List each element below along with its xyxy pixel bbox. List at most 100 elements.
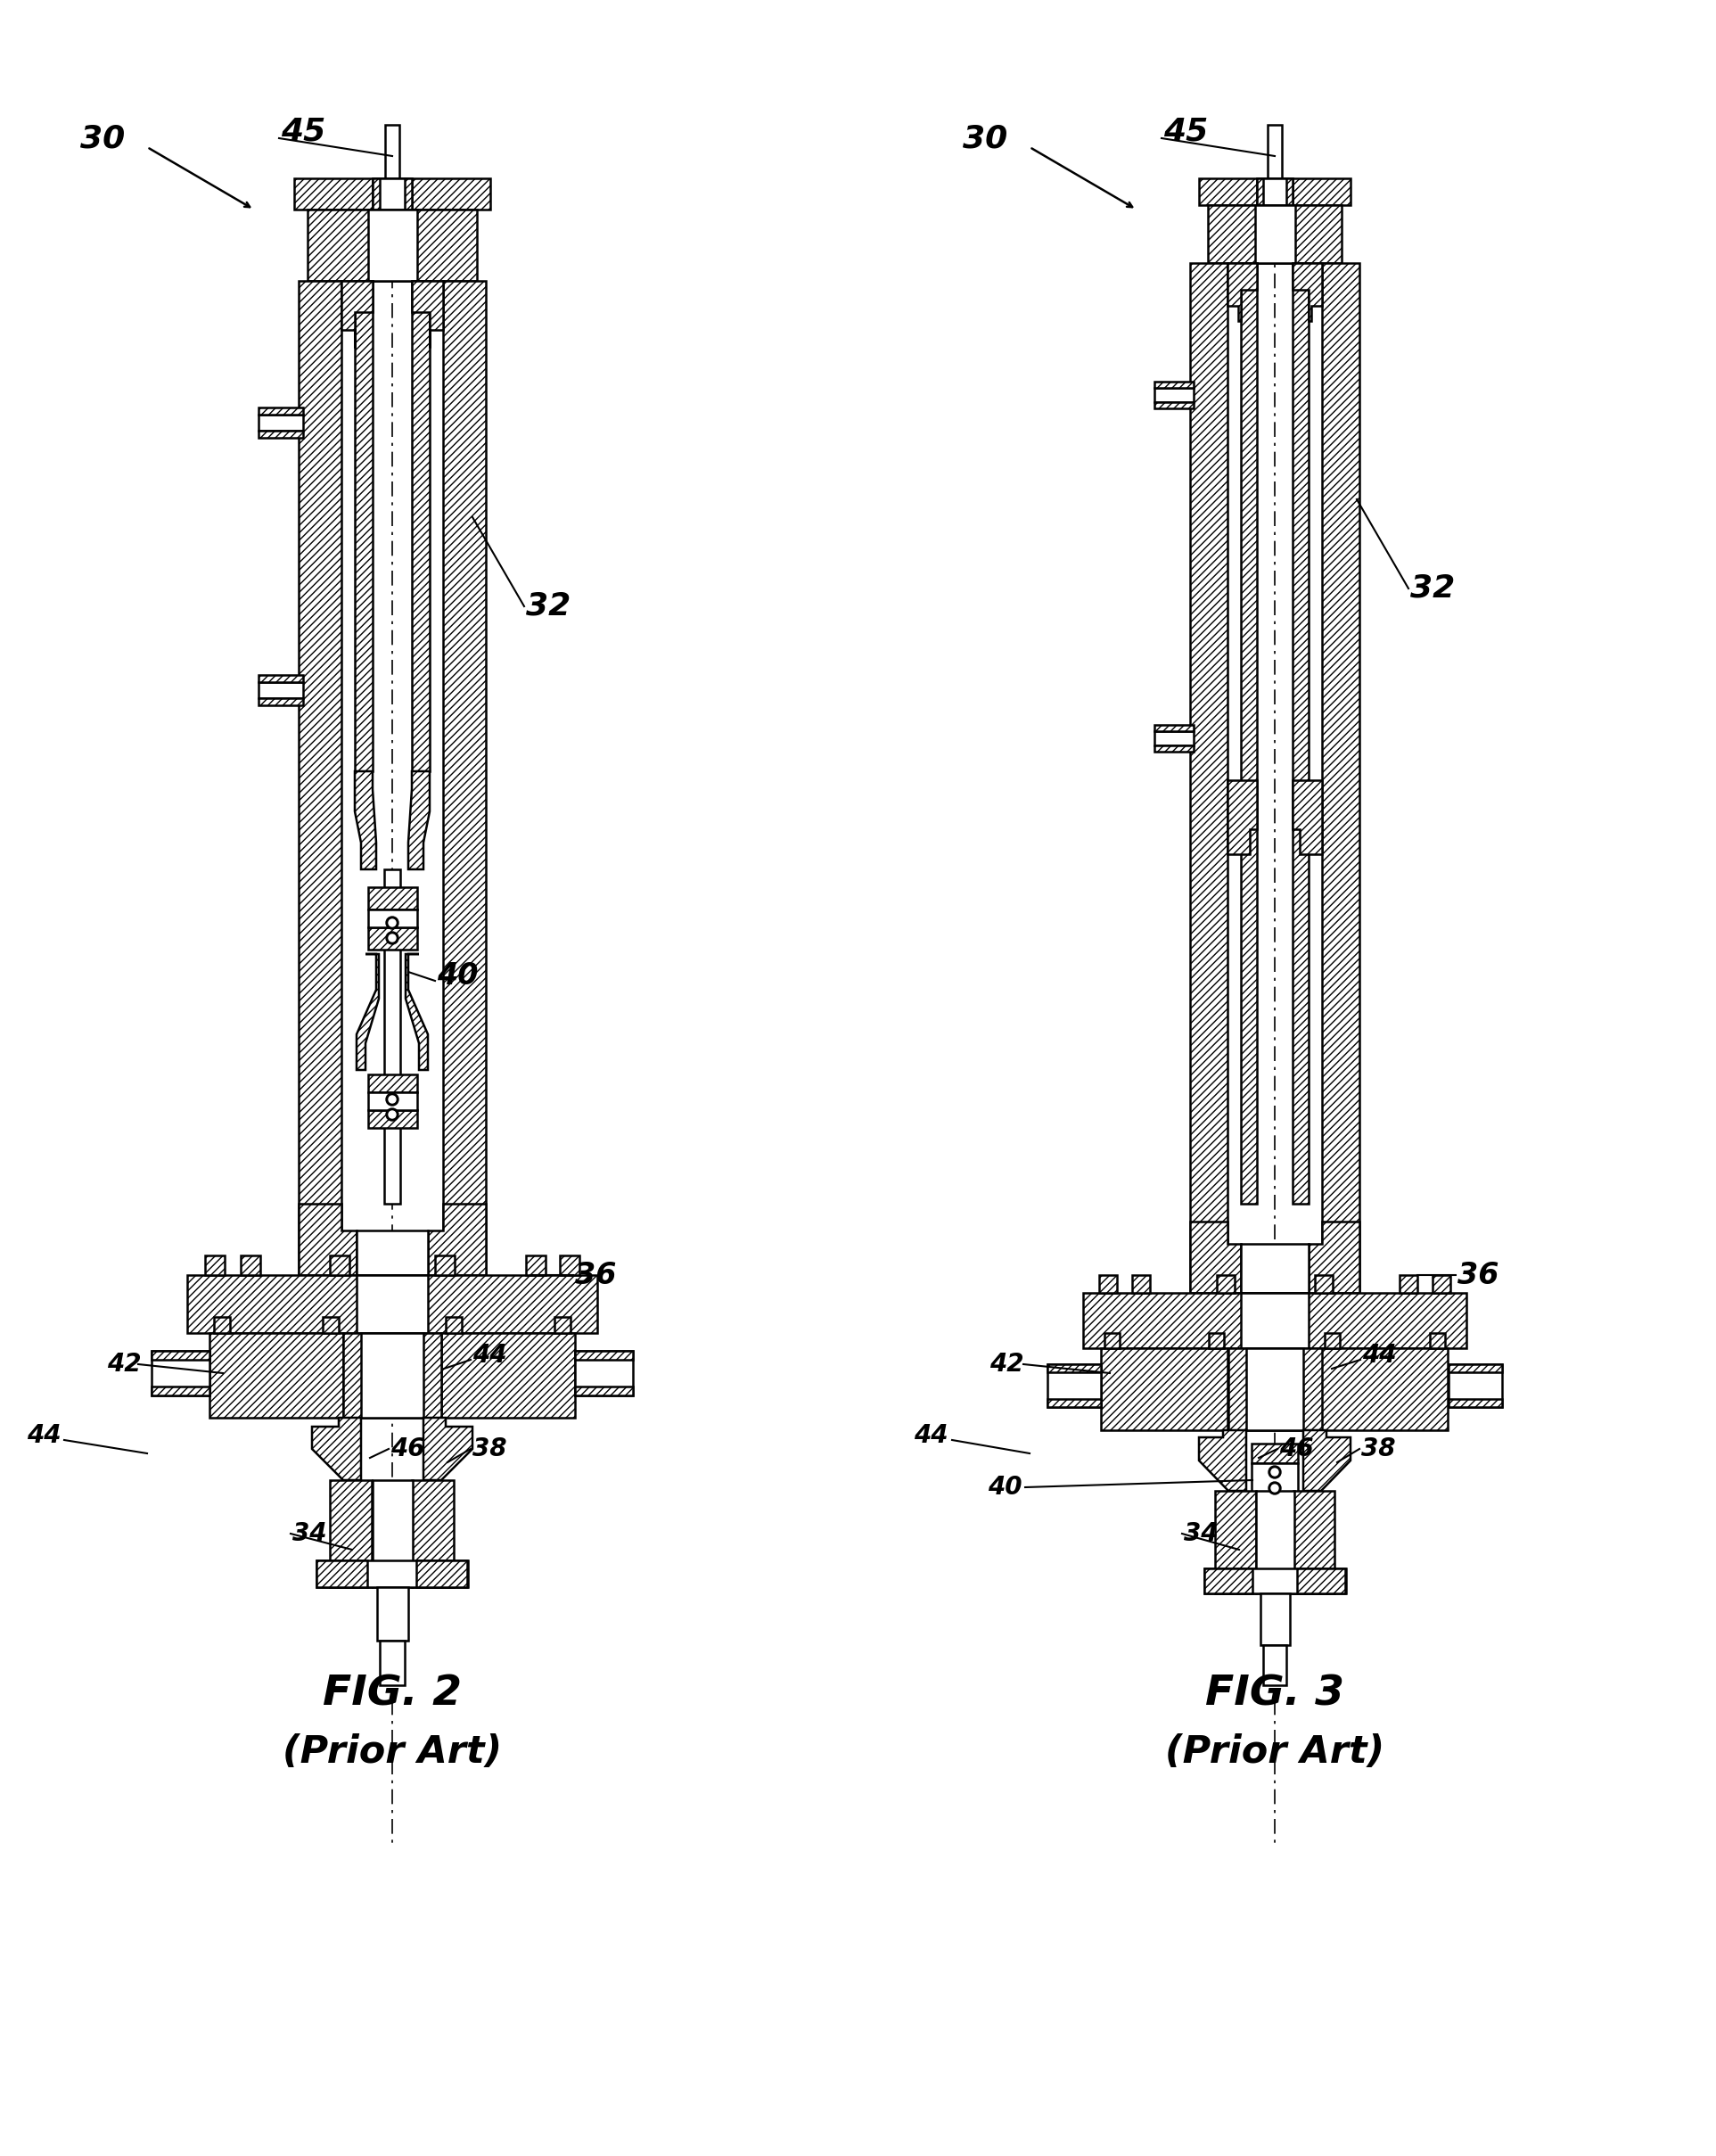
Circle shape	[386, 931, 398, 944]
Bar	[1102, 1348, 1227, 1429]
Circle shape	[388, 918, 396, 927]
Bar	[1321, 263, 1359, 1294]
Polygon shape	[1292, 263, 1321, 321]
Bar	[1254, 205, 1296, 263]
Bar	[1133, 1274, 1150, 1294]
Bar	[1297, 1567, 1345, 1593]
Bar	[525, 1255, 546, 1274]
Bar	[293, 179, 491, 209]
Bar	[1155, 724, 1194, 731]
Circle shape	[388, 1095, 396, 1104]
Bar	[1261, 1593, 1290, 1645]
Circle shape	[388, 934, 396, 942]
Circle shape	[386, 1093, 398, 1106]
Bar	[1047, 1365, 1102, 1371]
Bar	[1321, 1348, 1448, 1429]
Bar	[1229, 1348, 1321, 1429]
Bar	[369, 927, 417, 949]
Bar	[355, 280, 372, 772]
Bar	[575, 1352, 633, 1395]
Bar	[1155, 388, 1194, 403]
Polygon shape	[1302, 1429, 1350, 1490]
Bar	[575, 1386, 633, 1395]
Bar	[1400, 1274, 1417, 1294]
Bar	[1292, 263, 1309, 1203]
Bar	[1105, 1332, 1119, 1348]
Bar	[1251, 1464, 1297, 1501]
Bar	[1448, 1365, 1502, 1408]
Text: 45: 45	[281, 116, 326, 147]
Bar	[1287, 179, 1292, 216]
Bar	[379, 1641, 405, 1686]
Bar	[307, 209, 477, 280]
Bar	[1433, 1274, 1450, 1294]
Polygon shape	[1227, 780, 1256, 854]
Text: 40: 40	[988, 1475, 1023, 1501]
Text: 42: 42	[106, 1352, 141, 1378]
Bar	[1263, 1645, 1287, 1686]
Text: 36: 36	[1457, 1261, 1500, 1289]
Bar	[1083, 1294, 1467, 1348]
Polygon shape	[312, 1419, 360, 1481]
Text: 34: 34	[292, 1522, 326, 1546]
Bar	[259, 414, 304, 431]
Bar	[357, 1231, 427, 1274]
Bar	[1155, 403, 1194, 407]
Bar	[1256, 1490, 1294, 1593]
Bar	[405, 179, 412, 222]
Circle shape	[1272, 1468, 1278, 1475]
Circle shape	[1268, 1481, 1280, 1494]
Bar	[372, 1481, 414, 1587]
Bar	[384, 869, 400, 1203]
Bar	[316, 1561, 367, 1587]
Bar	[1047, 1399, 1102, 1408]
Text: (Prior Art): (Prior Art)	[283, 1733, 501, 1770]
Text: 34: 34	[1184, 1522, 1218, 1546]
Bar	[1047, 1365, 1102, 1408]
Bar	[1263, 179, 1287, 205]
Bar	[1294, 1490, 1335, 1593]
Text: 38: 38	[472, 1436, 506, 1462]
Bar	[204, 1255, 225, 1274]
Text: 44: 44	[1363, 1343, 1397, 1367]
Bar	[443, 280, 486, 1274]
Bar	[417, 1561, 467, 1587]
Bar	[151, 1386, 209, 1395]
Bar	[209, 1332, 343, 1419]
Bar	[369, 910, 417, 927]
Circle shape	[386, 1108, 398, 1121]
Circle shape	[1268, 1466, 1280, 1479]
Text: FIG. 2: FIG. 2	[323, 1673, 462, 1714]
Polygon shape	[1227, 263, 1256, 321]
Bar	[323, 1317, 338, 1332]
Polygon shape	[1309, 1222, 1359, 1294]
Bar	[1241, 1294, 1309, 1348]
Circle shape	[1272, 1485, 1278, 1492]
Text: 46: 46	[391, 1436, 426, 1462]
Polygon shape	[424, 1419, 472, 1481]
Text: 32: 32	[525, 591, 571, 621]
Text: 44: 44	[27, 1423, 62, 1449]
Bar	[1199, 179, 1350, 205]
Bar	[329, 1481, 372, 1587]
Polygon shape	[1199, 1429, 1246, 1490]
Text: 36: 36	[575, 1261, 616, 1289]
Bar	[1251, 1445, 1297, 1464]
Text: 44: 44	[913, 1423, 947, 1449]
Bar	[360, 1332, 424, 1419]
Polygon shape	[355, 772, 376, 869]
Bar	[187, 1274, 597, 1332]
Bar	[1215, 1490, 1256, 1593]
Bar	[151, 1352, 209, 1395]
Bar	[259, 675, 304, 681]
Polygon shape	[427, 1203, 486, 1274]
Bar	[412, 1481, 453, 1587]
Text: (Prior Art): (Prior Art)	[1165, 1733, 1385, 1770]
Bar	[259, 699, 304, 705]
Text: 30: 30	[963, 123, 1007, 153]
Bar	[1429, 1332, 1445, 1348]
Bar	[1205, 1567, 1345, 1593]
Bar	[378, 1587, 408, 1641]
Bar	[369, 1074, 417, 1093]
Bar	[357, 1274, 427, 1332]
